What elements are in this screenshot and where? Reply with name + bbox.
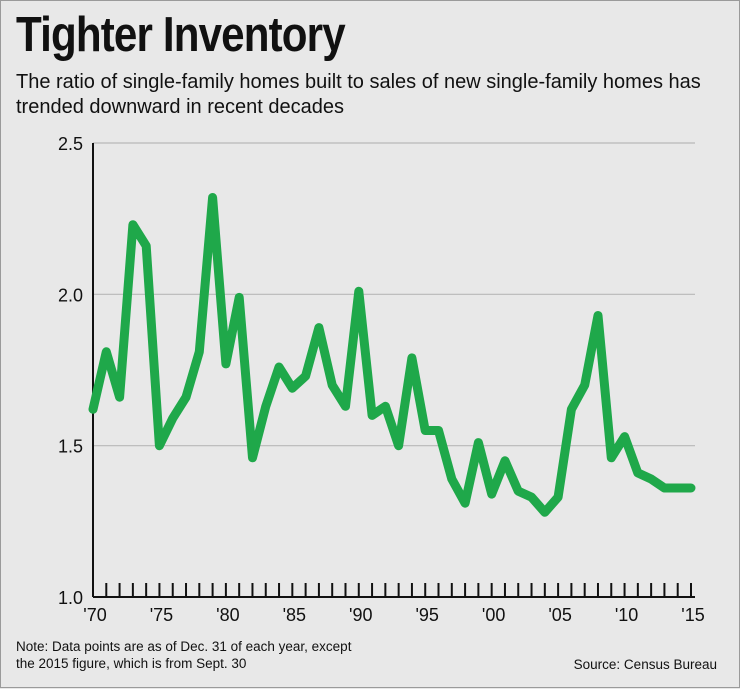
x-tick-label: '00 xyxy=(482,605,505,625)
footnote-line: Note: Data points are as of Dec. 31 of e… xyxy=(16,639,352,654)
x-tick-label: '75 xyxy=(150,605,173,625)
y-tick-label: 1.0 xyxy=(58,588,83,608)
chart-title: Tighter Inventory xyxy=(16,8,346,62)
y-tick-label: 2.5 xyxy=(58,134,83,154)
y-tick-labels: 1.0 1.5 2.0 2.5 xyxy=(58,134,83,608)
x-tick-label: '10 xyxy=(615,605,638,625)
x-tick-label: '95 xyxy=(415,605,438,625)
source-credit: Source: Census Bureau xyxy=(573,657,717,672)
x-tick-label: '80 xyxy=(216,605,239,625)
axes xyxy=(92,143,695,598)
x-tick-labels: '70 '75 '80 '85 '90 '95 '00 '05 '10 '15 xyxy=(83,605,704,625)
y-tick-label: 1.5 xyxy=(58,437,83,457)
series-group xyxy=(88,193,696,517)
footnote: Note: Data points are as of Dec. 31 of e… xyxy=(16,638,351,672)
series-line xyxy=(88,193,696,517)
x-tick-label: '70 xyxy=(83,605,106,625)
x-tick-label: '05 xyxy=(548,605,571,625)
y-tick-label: 2.0 xyxy=(58,285,83,305)
x-tick-label: '15 xyxy=(681,605,704,625)
x-tick-label: '85 xyxy=(283,605,306,625)
footnote-line: the 2015 figure, which is from Sept. 30 xyxy=(16,656,247,671)
chart-subtitle: The ratio of single-family homes built t… xyxy=(16,71,701,118)
x-tick-label: '90 xyxy=(349,605,372,625)
